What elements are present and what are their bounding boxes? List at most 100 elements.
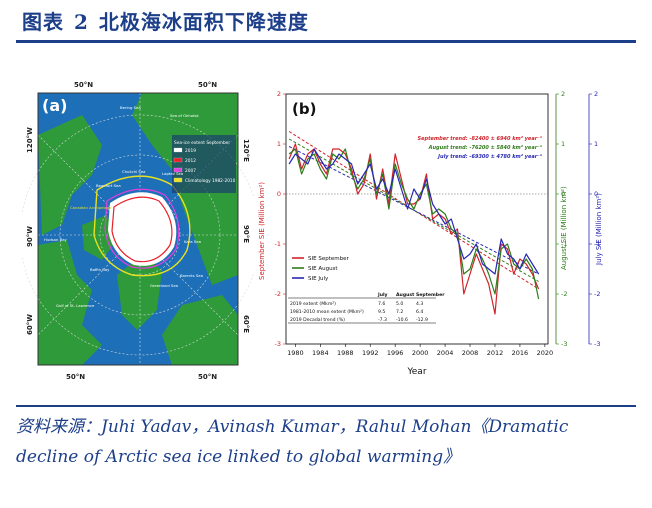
map-frame [37, 92, 239, 366]
legend-swatch [173, 177, 183, 183]
y-tick-label-august: 0 [561, 190, 565, 198]
y-tick-label-july: 0 [594, 190, 598, 198]
lat-label: 50°N [198, 373, 217, 381]
place-label: Hudson Bay [44, 237, 68, 242]
land-north-america-south [38, 240, 102, 365]
land-archipelago [82, 215, 117, 260]
x-tick-label: 2004 [437, 349, 454, 357]
legend-swatch [173, 147, 183, 153]
table-cell: -12.9 [416, 317, 428, 323]
place-label: Chukchi Sea [122, 169, 146, 174]
lon-label: 120°W [26, 127, 34, 153]
table-header: July [377, 292, 388, 298]
legend-label: 2007 [185, 168, 196, 174]
map-place-labels: Bering Sea Sea of Okhotsk Chukchi Sea Be… [44, 105, 203, 308]
map-panel-label: (a) [42, 96, 67, 115]
trend-label: July trend: -69300 ± 4780 km² year⁻¹ [437, 154, 542, 160]
y-tick-label-july: -1 [594, 240, 600, 248]
table-cell: -7.3 [378, 317, 387, 323]
trend-line [288, 146, 539, 275]
place-label: Bering Sea [120, 105, 141, 110]
source-note: 资料来源：Juhi Yadav，Avinash Kumar，Rahul Moha… [16, 412, 628, 472]
table-header: September [416, 292, 445, 298]
y-tick-label-august: -3 [561, 340, 567, 348]
table-cell: -10.6 [396, 317, 408, 323]
lon-label: 90°W [26, 226, 34, 247]
table-cell: 7.6 [378, 301, 385, 307]
title-rule [16, 40, 636, 43]
lon-label: 60°E [242, 315, 250, 333]
ylabel-july: July SIE (Million km²) [595, 193, 603, 266]
x-tick-label: 1996 [387, 349, 404, 357]
y-tick-label-july: -3 [594, 340, 600, 348]
map-lat-labels: 50°N 50°N 50°N 50°N [66, 81, 217, 381]
arctic-map-panel: (a) Sea-ice extent September 2019 2012 200… [22, 81, 254, 381]
table-cell: 9.5 [378, 309, 385, 315]
lon-label: 90°E [242, 225, 250, 243]
x-tick-label: 2000 [412, 349, 429, 357]
x-axis-label: Year [406, 367, 426, 377]
figure-number: 2 [74, 10, 89, 34]
series-line [288, 143, 540, 315]
chart-panel-label: (b) [292, 100, 316, 118]
map-legend-title: Sea-ice extent September [174, 140, 230, 146]
source-text: Juhi Yadav，Avinash Kumar，Rahul Mohan《Dra… [16, 417, 569, 467]
legend-label: 2019 [185, 148, 196, 154]
y-tick-label-august: 2 [561, 90, 565, 98]
series-legend-label: SIE July [308, 276, 329, 282]
x-tick-label: 1984 [312, 349, 329, 357]
y-tick-label-july: 1 [594, 140, 598, 148]
land-north-america [38, 115, 102, 235]
series-line [288, 148, 540, 275]
legend-swatch [173, 157, 183, 163]
lat-label: 50°N [66, 373, 85, 381]
x-tick-label: 1988 [337, 349, 354, 357]
lat-label: 50°N [74, 81, 93, 89]
series-legend-label: SIE September [308, 256, 349, 262]
figure-title-prefix: 图表 [22, 10, 64, 34]
y-tick-label-left: 2 [277, 90, 281, 98]
x-tick-label: 2008 [462, 349, 479, 357]
map-legend: Sea-ice extent September 2019 2012 2007 Cli… [172, 135, 236, 193]
source-label: 资料来源： [16, 417, 101, 437]
place-label: Canadian Archipelago [70, 205, 112, 210]
lat-label: 50°N [198, 81, 217, 89]
trend-label: August trend: -76200 ± 5840 km² year⁻¹ [428, 145, 542, 151]
figure-title-text: 北极海冰面积下降速度 [98, 10, 309, 34]
y-tick-label-august: 1 [561, 140, 565, 148]
land-europe [162, 295, 238, 365]
table-cell: 2019 Decadal trend (%) [290, 317, 345, 323]
climatology-edge [93, 175, 191, 277]
y-tick-label-august: -1 [561, 240, 567, 248]
lon-label: 60°W [26, 314, 34, 335]
y-tick-label-left: 1 [277, 140, 281, 148]
ylabel-august: August SIE (Million km²) [560, 186, 568, 270]
table-cell: 6.4 [416, 309, 423, 315]
figure-title: 图表 2 北极海冰面积下降速度 [22, 6, 309, 35]
x-tick-label: 2020 [537, 349, 554, 357]
legend-label: 2012 [185, 158, 196, 164]
map-lon-labels: 120°W 90°W 60°W 120°E 90°E 60°E [26, 127, 250, 335]
y-tick-label-left: -3 [275, 340, 281, 348]
place-label: Barents Sea [180, 273, 203, 278]
y-tick-label-left: -1 [275, 240, 281, 248]
ylabel-september: September SIE (Million km²) [258, 182, 266, 280]
x-tick-label: 2012 [487, 349, 504, 357]
legend-swatch [173, 167, 183, 173]
table-header: August [396, 292, 415, 298]
sea-ice-2019 [108, 192, 177, 266]
y-tick-label-left: 0 [277, 190, 281, 198]
place-label: Baffin Bay [90, 267, 110, 272]
place-label: Greenland Sea [150, 283, 178, 288]
series-legend-label: SIE August [308, 266, 338, 272]
source-rule [16, 405, 636, 407]
lon-label: 120°E [242, 139, 250, 162]
table-cell: 2019 extent (Mkm²) [290, 301, 336, 307]
ice-edge-2012 [111, 196, 173, 263]
sea-ice-extent-chart: 1980 1984 1988 1992 1996 2000 2004 2008 2012 2016… [258, 90, 603, 377]
table-cell: 5.0 [396, 301, 403, 307]
place-label: Beaufort Sea [96, 183, 121, 188]
plot-frame [285, 93, 549, 345]
y-tick-label-left: -2 [275, 290, 281, 298]
ice-edge-2007 [104, 188, 180, 269]
